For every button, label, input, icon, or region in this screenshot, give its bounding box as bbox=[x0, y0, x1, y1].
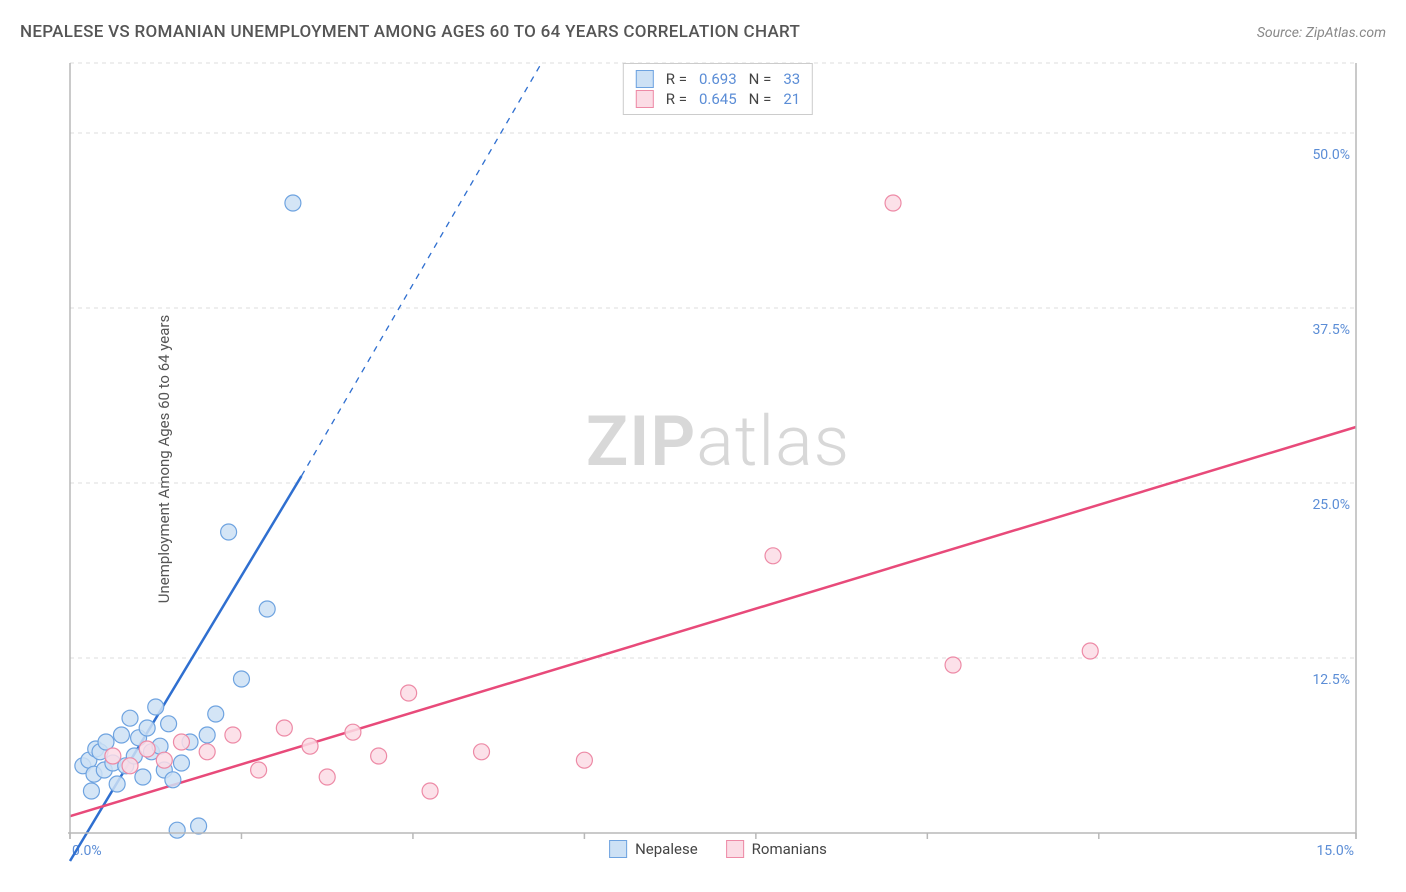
svg-text:37.5%: 37.5% bbox=[1312, 322, 1350, 338]
svg-text:50.0%: 50.0% bbox=[1312, 147, 1350, 163]
legend-r-label: R = bbox=[666, 70, 687, 88]
legend-swatch-romanians bbox=[636, 90, 654, 108]
series-legend: Nepalese Romanians bbox=[609, 840, 827, 858]
legend-swatch-nepalese bbox=[609, 840, 627, 858]
legend-n-value-romanians: 21 bbox=[783, 90, 800, 108]
source-attribution: Source: ZipAtlas.com bbox=[1257, 25, 1386, 41]
legend-r-value-romanians: 0.645 bbox=[699, 90, 737, 108]
svg-text:12.5%: 12.5% bbox=[1312, 672, 1350, 688]
legend-n-value-nepalese: 33 bbox=[783, 70, 800, 88]
legend-swatch-romanians bbox=[726, 840, 744, 858]
chart-area: Unemployment Among Ages 60 to 64 years Z… bbox=[50, 55, 1386, 862]
correlation-legend: R = 0.693 N = 33 R = 0.645 N = 21 bbox=[623, 63, 813, 115]
legend-row-romanians: R = 0.645 N = 21 bbox=[636, 89, 800, 109]
legend-row-nepalese: R = 0.693 N = 33 bbox=[636, 69, 800, 89]
legend-swatch-nepalese bbox=[636, 70, 654, 88]
chart-title: NEPALESE VS ROMANIAN UNEMPLOYMENT AMONG … bbox=[20, 22, 800, 42]
legend-item-romanians: Romanians bbox=[726, 840, 827, 858]
chart-header: NEPALESE VS ROMANIAN UNEMPLOYMENT AMONG … bbox=[20, 22, 1386, 42]
legend-r-value-nepalese: 0.693 bbox=[699, 70, 737, 88]
svg-text:15.0%: 15.0% bbox=[1316, 843, 1354, 859]
legend-r-label: R = bbox=[666, 90, 687, 108]
legend-n-label: N = bbox=[749, 90, 772, 108]
scatter-chart: 12.5%25.0%37.5%50.0%0.0%15.0% bbox=[50, 55, 1386, 862]
svg-text:25.0%: 25.0% bbox=[1312, 497, 1350, 513]
legend-label-nepalese: Nepalese bbox=[635, 840, 698, 858]
legend-label-romanians: Romanians bbox=[752, 840, 827, 858]
legend-n-label: N = bbox=[749, 70, 772, 88]
legend-item-nepalese: Nepalese bbox=[609, 840, 698, 858]
